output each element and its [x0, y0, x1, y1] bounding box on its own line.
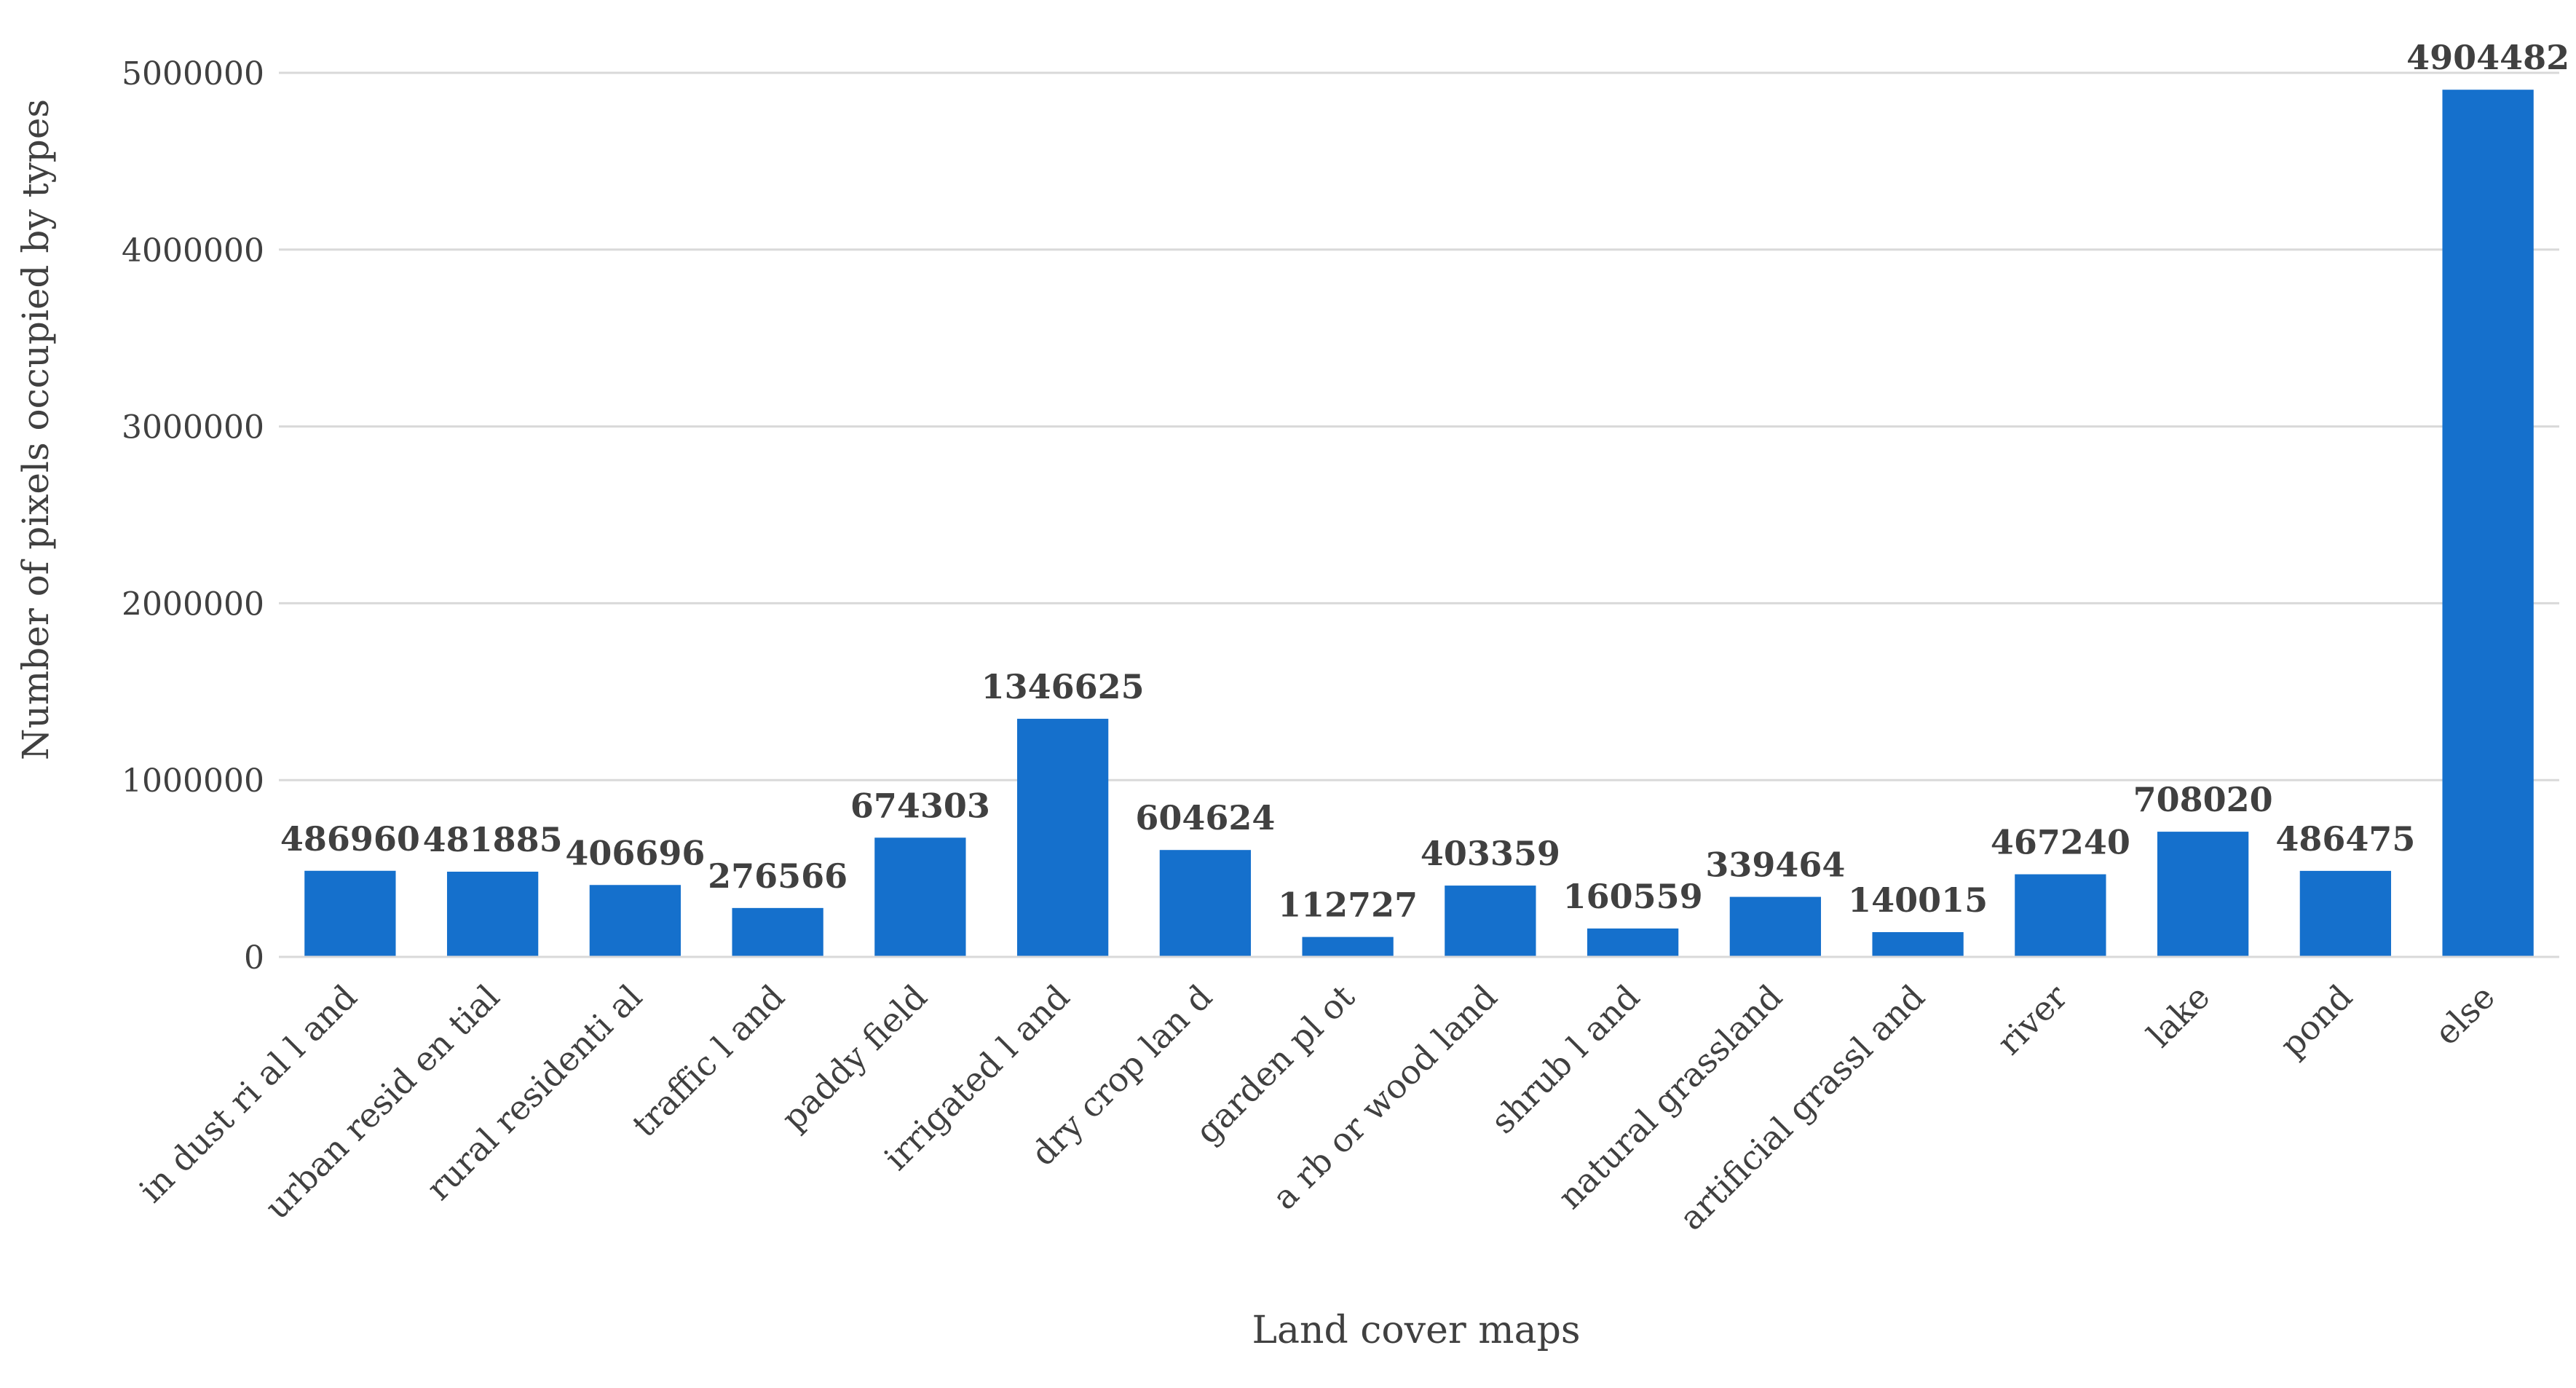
y-tick-label: 3000000 — [122, 409, 264, 446]
data-label: 160559 — [1563, 877, 1703, 916]
x-tick-label: artificial grassl and — [1672, 977, 1932, 1238]
bar — [1302, 936, 1394, 957]
bar — [1587, 928, 1679, 957]
y-tick-label: 5000000 — [122, 55, 264, 92]
bar — [2015, 874, 2106, 957]
bar — [1729, 896, 1822, 957]
x-tick-label: traffic l and — [625, 977, 792, 1145]
data-label: 604624 — [1135, 798, 1275, 837]
data-label: 4904482 — [2406, 38, 2569, 77]
data-label: 1346625 — [981, 667, 1145, 706]
bar — [446, 871, 539, 957]
bar — [874, 837, 966, 957]
bar — [1016, 719, 1109, 957]
bars — [304, 90, 2534, 957]
bar — [1872, 932, 1964, 957]
y-axis-title: Number of pixels occupied by types — [15, 99, 57, 760]
data-label: 467240 — [1991, 823, 2130, 862]
y-tick-label: 0 — [244, 939, 264, 977]
bar — [2299, 870, 2392, 957]
bar — [2157, 832, 2249, 957]
data-label: 112727 — [1278, 886, 1418, 925]
bar — [732, 907, 823, 957]
bar — [1159, 850, 1252, 957]
x-tick-label: paddy field — [774, 977, 935, 1138]
data-label: 674303 — [850, 786, 990, 825]
y-tick-label: 4000000 — [122, 232, 264, 269]
y-tick-label: 2000000 — [122, 585, 264, 623]
x-tick-label: river — [1989, 977, 2074, 1062]
bar — [1445, 886, 1536, 957]
bar — [304, 870, 396, 957]
data-label: 481885 — [423, 820, 563, 859]
data-label: 486960 — [280, 819, 420, 859]
x-tick-label: lake — [2139, 977, 2217, 1055]
y-tick-label: 1000000 — [122, 762, 264, 800]
y-axis-ticks: 0 1000000 2000000 3000000 4000000 5000000 — [122, 55, 264, 977]
x-tick-label: urban resid en tial — [257, 977, 507, 1227]
data-label: 406696 — [565, 833, 705, 872]
data-label: 708020 — [2133, 780, 2273, 819]
data-label: 276566 — [708, 856, 848, 896]
x-tick-label: else — [2427, 977, 2502, 1053]
data-label: 403359 — [1421, 834, 1560, 873]
gridlines — [279, 71, 2559, 781]
data-label: 140015 — [1848, 880, 1988, 920]
x-axis-title: Land cover maps — [1252, 1309, 1580, 1352]
x-tick-label: pond — [2272, 977, 2360, 1065]
bar — [2442, 90, 2534, 957]
data-label: 339464 — [1705, 845, 1845, 885]
data-label: 486475 — [2275, 819, 2415, 859]
bar — [589, 885, 681, 957]
